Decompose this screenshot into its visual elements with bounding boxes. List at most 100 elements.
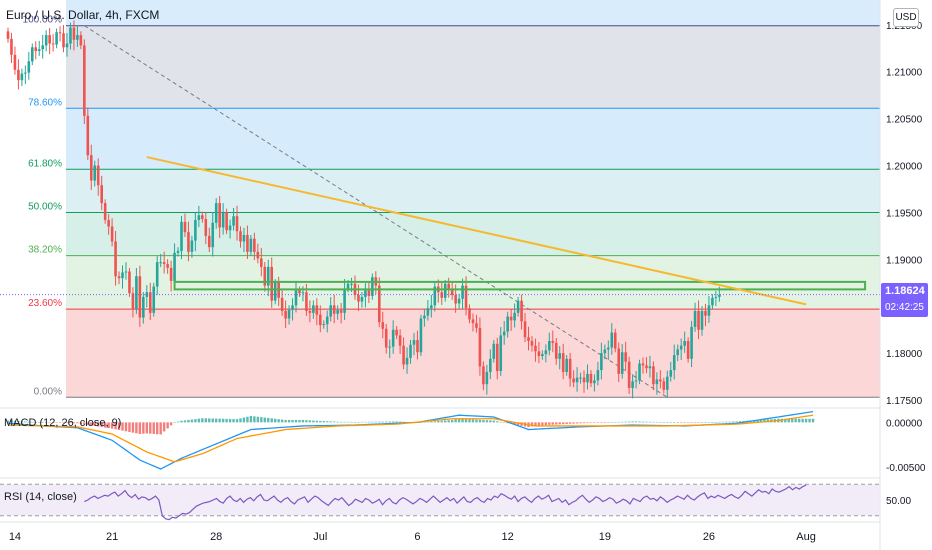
candle-body (225, 212, 228, 231)
candle-body (41, 45, 44, 50)
candle-body (62, 33, 65, 48)
candle-body (273, 282, 277, 301)
macd-histogram-bar (593, 422, 596, 423)
candle-body (679, 345, 683, 350)
macd-histogram-bar (166, 422, 169, 429)
candle-body (575, 377, 579, 383)
macd-histogram (6, 415, 815, 435)
macd-histogram-bar (391, 421, 395, 423)
macd-histogram-bar (138, 422, 142, 435)
candle-body (204, 219, 208, 236)
candle-body (44, 35, 48, 46)
macd-histogram-bar (485, 420, 489, 423)
macd-histogram-bar (24, 421, 27, 423)
candle-body (704, 310, 707, 316)
time-tick-label: 26 (703, 531, 715, 543)
macd-histogram-bar (149, 422, 152, 434)
macd-histogram-bar (423, 422, 426, 423)
macd-histogram-bar (121, 422, 124, 431)
candle-body (6, 31, 10, 39)
candle-body (336, 310, 339, 314)
candle-body (124, 271, 128, 273)
time-tick-label: 6 (414, 531, 420, 543)
candle-body (561, 353, 565, 372)
descending-trendline[interactable] (146, 156, 807, 306)
macd-histogram-bar (787, 418, 790, 423)
fibonacci-level-labels: 100.00% 78.60% 61.80% 50.00% 38.20% 23.60% 0.0… (23, 15, 63, 398)
macd-histogram-bar (489, 420, 492, 423)
candle-body (520, 300, 523, 322)
chart-title[interactable]: Euro / U.S. Dollar, 4h, FXCM (6, 8, 160, 22)
currency-button[interactable]: USD (893, 8, 919, 27)
rsi-tick-label: 50.00 (886, 496, 911, 507)
candle-body (391, 329, 395, 347)
macd-histogram-bar (31, 421, 34, 423)
candle-body (613, 332, 617, 349)
candle-body (454, 295, 457, 304)
macd-histogram-bar (253, 416, 256, 423)
macd-histogram-bar (48, 422, 51, 423)
candle-body (301, 292, 305, 294)
price-tick-label: 1.18000 (886, 349, 923, 360)
fib-zone-3 (66, 212, 880, 256)
candle-body (34, 47, 38, 52)
candle-body (148, 292, 152, 313)
macd-histogram-bar (433, 421, 437, 423)
candle-body (457, 298, 461, 304)
macd-histogram-bar (804, 418, 808, 423)
candle-body (207, 235, 211, 248)
macd-histogram-bar (444, 420, 447, 423)
candle-body (582, 377, 586, 383)
macd-histogram-bar (558, 422, 561, 425)
candle-body (131, 293, 135, 310)
macd-histogram-bar (759, 419, 763, 423)
current-price-tag: 1.18624 02:42:25 (881, 283, 928, 317)
macd-histogram-bar (645, 421, 648, 423)
macd-histogram-bar (555, 422, 558, 425)
macd-histogram-bar (180, 420, 183, 423)
candle-body (37, 49, 41, 52)
candle-body (492, 343, 496, 359)
candle-body (360, 296, 364, 302)
candle-body (509, 316, 513, 321)
candle-body (468, 308, 471, 320)
macd-histogram-bar (534, 422, 537, 426)
macd-histogram-bar (10, 420, 13, 423)
candle-body (221, 212, 225, 228)
fib-label-3: 50.00% (28, 201, 62, 212)
candle-body (419, 318, 423, 353)
macd-histogram-bar (620, 421, 624, 423)
candle-body (107, 219, 110, 227)
candle-body (65, 43, 69, 48)
macd-indicator-label[interactable]: MACD (12, 26, close, 9) (4, 417, 122, 429)
macd-histogram-bar (450, 419, 454, 423)
macd-histogram-bar (686, 422, 690, 423)
macd-histogram-bar (156, 422, 159, 435)
candle-body (86, 115, 90, 156)
time-tick-label: 19 (599, 531, 611, 543)
macd-histogram-bar (714, 422, 718, 423)
macd-histogram-bar (20, 421, 24, 423)
macd-histogram-bar (308, 420, 312, 423)
candle-body (384, 328, 388, 348)
macd-histogram-bar (378, 421, 381, 423)
candle-body (568, 358, 572, 379)
macd-histogram-bar (641, 421, 645, 423)
candle-body (280, 297, 284, 311)
macd-histogram-bar (107, 422, 110, 429)
resistance-zone-box[interactable] (173, 280, 867, 291)
candle-body (211, 222, 215, 248)
time-tick-label: 12 (502, 531, 514, 543)
macd-histogram-bar (627, 421, 631, 423)
macd-histogram-bar (607, 422, 610, 423)
candle-countdown: 02:42:25 (885, 302, 924, 313)
candle-body (169, 267, 173, 281)
macd-axis-ticks: 0.00000 -0.00500 (886, 418, 926, 474)
macd-histogram-bar (662, 422, 666, 423)
candle-body (666, 376, 669, 390)
candle-body (308, 310, 312, 313)
macd-histogram-bar (430, 421, 433, 423)
rsi-indicator-label[interactable]: RSI (14, close) (4, 491, 77, 503)
candle-body (714, 296, 718, 298)
